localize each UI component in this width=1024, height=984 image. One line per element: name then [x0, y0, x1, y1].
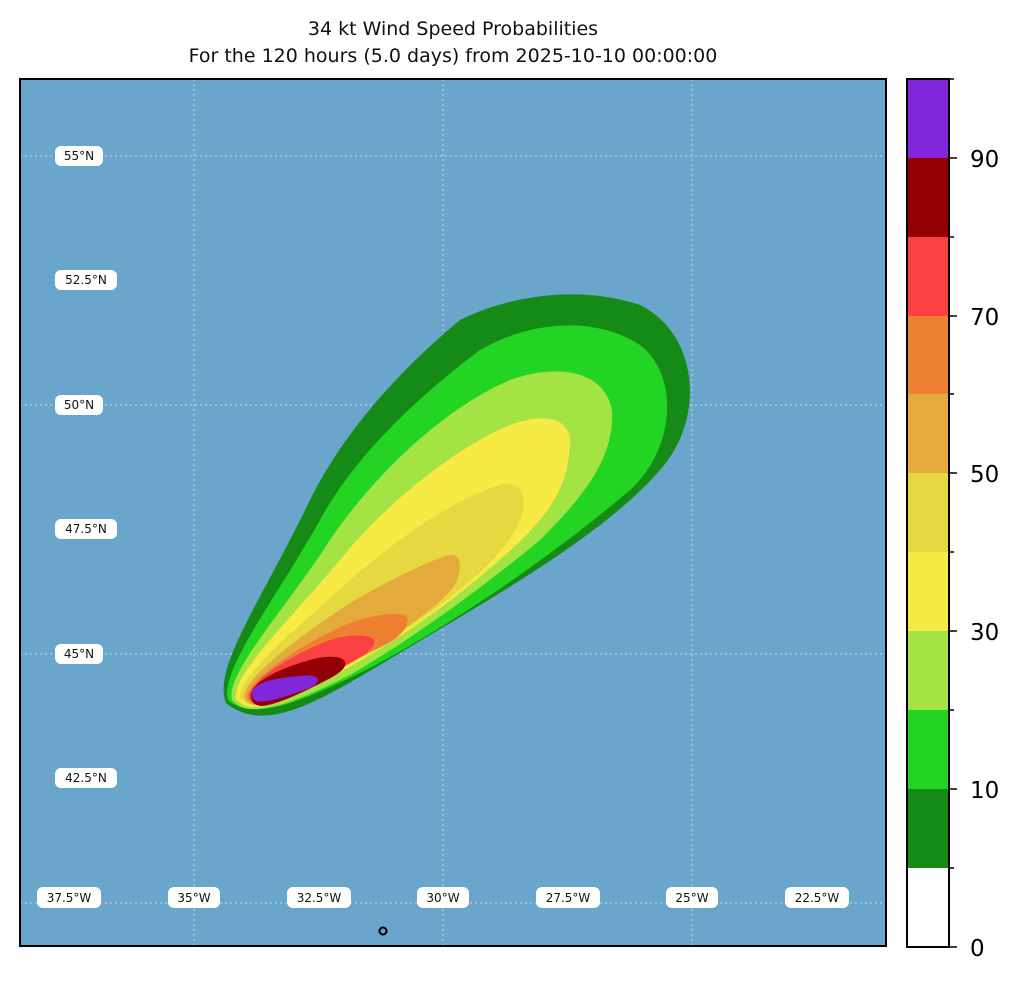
colorbar-segment	[907, 552, 949, 631]
colorbar-segment	[907, 394, 949, 473]
colorbar-tick-label: 30	[970, 620, 999, 646]
lat-label-box	[55, 270, 117, 290]
colorbar-ticks	[949, 78, 957, 948]
colorbar-segment	[907, 316, 949, 394]
lat-label: 52.5°N	[65, 273, 107, 287]
colorbar-segment	[907, 237, 949, 316]
lat-label-box	[55, 395, 103, 415]
band-90-100	[252, 675, 318, 702]
lon-label-box	[785, 887, 849, 908]
lat-label-box	[55, 644, 103, 664]
lon-label: 32.5°W	[297, 891, 342, 905]
lon-label-box	[417, 887, 469, 908]
lon-label-box	[666, 887, 718, 908]
colorbar-tick-label: 70	[970, 305, 999, 331]
map-border	[19, 78, 887, 947]
lat-label: 47.5°N	[65, 522, 107, 536]
gridlines	[20, 79, 886, 946]
lat-label: 50°N	[64, 398, 94, 412]
colorbar-segment	[907, 868, 949, 947]
lat-label-box	[55, 519, 117, 539]
lat-label-box	[55, 146, 103, 166]
colorbar: 0 10 30 50 70 90	[906, 78, 999, 962]
chart-title: 34 kt Wind Speed Probabilities	[307, 18, 599, 40]
colorbar-segment	[907, 631, 949, 710]
lat-label: 55°N	[64, 149, 94, 163]
probability-plume	[223, 294, 690, 716]
lon-label: 35°W	[177, 891, 210, 905]
lon-label: 37.5°W	[47, 891, 92, 905]
colorbar-segment	[907, 79, 949, 158]
lon-label: 22.5°W	[795, 891, 840, 905]
colorbar-segment	[907, 789, 949, 868]
colorbar-segment	[907, 473, 949, 552]
colorbar-segment	[907, 710, 949, 789]
colorbar-border	[906, 78, 950, 948]
colorbar-tick-label: 0	[970, 936, 985, 962]
island-marker	[378, 926, 388, 936]
lon-label: 27.5°W	[546, 891, 591, 905]
lat-label: 42.5°N	[65, 771, 107, 785]
lon-label: 25°W	[675, 891, 708, 905]
chart-subtitle: For the 120 hours (5.0 days) from 2025-1…	[188, 45, 718, 67]
lat-label-box	[55, 768, 117, 788]
lon-label: 30°W	[426, 891, 459, 905]
lon-label-box	[536, 887, 600, 908]
lon-label-box	[37, 887, 101, 908]
lat-label: 45°N	[64, 647, 94, 661]
latitude-labels: 55°N 52.5°N 50°N 47.5°N 45°N 42.5°N	[55, 146, 117, 788]
longitude-labels: 37.5°W 35°W 32.5°W 30°W 27.5°W 25°W 22.5…	[37, 887, 849, 908]
lon-label-box	[168, 887, 220, 908]
colorbar-tick-label: 50	[970, 462, 999, 488]
colorbar-segment	[907, 158, 949, 237]
colorbar-tick-label: 10	[970, 778, 999, 804]
colorbar-tick-label: 90	[970, 147, 999, 173]
lon-label-box	[287, 887, 351, 908]
